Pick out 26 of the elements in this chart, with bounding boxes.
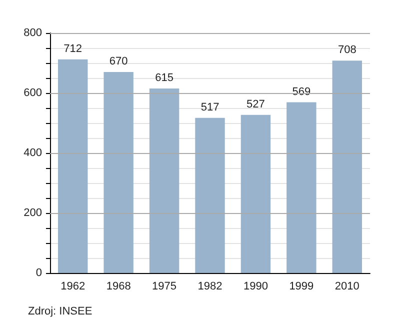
bar	[149, 88, 180, 273]
bar	[58, 59, 88, 273]
data-label: 527	[246, 98, 265, 110]
x-tick-label: 1982	[198, 280, 222, 292]
y-tick-label: 400	[24, 147, 42, 159]
y-tick-label: 600	[24, 87, 42, 99]
data-label: 615	[155, 72, 174, 84]
y-tick-label: 200	[24, 207, 42, 219]
bar	[332, 60, 362, 273]
x-tick-label: 1968	[106, 280, 131, 292]
data-label: 712	[64, 42, 82, 55]
data-label: 517	[200, 101, 220, 114]
y-tick-label: 800	[24, 27, 42, 39]
x-tick-label: 1990	[243, 280, 268, 292]
data-label: 708	[338, 44, 356, 56]
x-tick-label: 1962	[60, 280, 86, 292]
x-tick-label: 2010	[334, 280, 360, 292]
text: Zdroj: INSEE	[28, 306, 92, 318]
x-tick-label: 1975	[152, 280, 177, 292]
x-tick-label: 1999	[289, 280, 314, 292]
bar	[286, 102, 316, 273]
bar	[104, 72, 134, 273]
data-label: 670	[109, 56, 128, 68]
bar	[240, 114, 271, 273]
bar	[195, 118, 225, 273]
y-tick-label: 0	[36, 267, 42, 279]
